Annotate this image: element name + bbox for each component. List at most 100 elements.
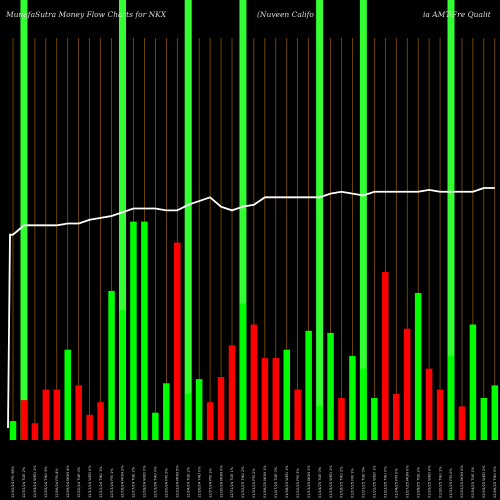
chart-title-left: MunafaSutra Money Flow Charts for NKX	[5, 10, 167, 19]
money-flow-bars	[9, 221, 499, 440]
x-axis-label: 12/04/24 WED 1%	[33, 465, 37, 498]
x-axis-label: 02/04/25 TUE 1%	[471, 466, 475, 498]
money-flow-bar	[239, 303, 247, 440]
money-flow-bar	[9, 421, 17, 440]
x-axis-label: 12/09/24 MON 4%	[66, 465, 70, 498]
highlight-column	[316, 0, 324, 440]
x-axis-label: 01/30/25 THU 1%	[438, 466, 442, 498]
money-flow-bar	[64, 349, 71, 440]
money-flow-bar	[31, 423, 39, 440]
x-axis-label: 12/24/24 TUE 2%	[186, 466, 190, 498]
x-axis-label: 12/31/24 TUE 1%	[230, 466, 234, 498]
x-axis-label: 01/06/25 MON 1%	[263, 465, 267, 498]
highlight-column	[119, 0, 126, 440]
money-flow-bar	[371, 398, 378, 440]
money-flow-bar	[228, 345, 236, 440]
money-flow-bar	[42, 389, 50, 440]
money-flow-bar	[360, 368, 367, 440]
money-flow-bar	[75, 385, 82, 440]
money-flow-bar	[480, 398, 488, 440]
chart-title-middle: (Nuveen Califo	[257, 10, 314, 19]
x-axis-label: 12/26/24 THU 0%	[197, 466, 201, 498]
x-axis-label: 12/27/24 FRI 1%	[208, 468, 212, 498]
x-axis-label: 01/21/25 TUE 0%	[362, 466, 366, 498]
money-flow-bar	[349, 356, 356, 440]
x-axis-label: 01/14/25 TUE 0%	[318, 466, 322, 498]
money-flow-bar	[393, 393, 400, 440]
highlight-column	[447, 0, 455, 440]
highlight-column	[359, 0, 367, 440]
money-flow-bar	[217, 377, 225, 440]
x-axis-label: 01/31/25 FRI 0%	[449, 468, 453, 498]
money-flow-bar	[20, 400, 28, 440]
money-flow-bar	[272, 358, 280, 440]
x-axis-label: 01/24/25 FRI 0%	[394, 468, 398, 498]
x-axis-label: 12/30/24 MON 0%	[219, 465, 223, 498]
x-axis-label: 01/15/25 WED 1%	[329, 465, 333, 498]
x-axis-label: 02/05/25 WED 2%	[482, 465, 486, 498]
money-flow-bar	[174, 242, 181, 440]
x-axis-label: 12/06/24 FRI 4%	[55, 468, 59, 498]
money-flow-bar	[491, 385, 499, 440]
x-axis-label: 01/29/25 WED 0%	[427, 465, 431, 498]
money-flow-bar	[316, 406, 323, 440]
x-axis-label: 01/02/25 THU 2%	[241, 466, 245, 498]
x-axis-label: 01/28/25 TUE 2%	[416, 466, 420, 498]
x-axis-label: 01/23/25 THU 0%	[384, 466, 388, 498]
money-flow-bar	[119, 309, 126, 440]
x-axis-label: 01/07/25 TUE 0%	[274, 466, 278, 498]
money-flow-bar	[414, 293, 422, 440]
x-axis-label: 01/16/25 THU 2%	[340, 466, 344, 498]
money-flow-bar	[403, 328, 411, 440]
money-flow-bar	[86, 414, 93, 440]
highlight-column	[239, 0, 247, 440]
x-axis-label: 12/10/24 TUE 0%	[77, 466, 81, 498]
money-flow-bar	[458, 406, 466, 440]
price-line-group	[7, 187, 495, 429]
money-flow-bar	[108, 290, 115, 440]
x-axis-label: 02/06/25 THU 0%	[493, 466, 497, 498]
money-flow-bar	[195, 379, 203, 440]
money-flow-bar	[469, 324, 477, 440]
money-flow-bar	[436, 389, 444, 440]
x-axis-label: 01/22/25 WED 1%	[373, 465, 377, 498]
money-flow-bar	[184, 393, 192, 440]
x-axis-label: 01/13/25 MON 1%	[307, 465, 311, 498]
x-axis-label: 12/16/24 MON 2%	[121, 465, 125, 498]
money-flow-bar	[447, 356, 455, 440]
price-line	[7, 187, 495, 429]
money-flow-bar	[152, 412, 159, 440]
money-flow-bar	[53, 389, 61, 440]
x-axis-label: 12/03/24 TUE 2%	[22, 466, 26, 498]
money-flow-bar	[163, 383, 170, 440]
money-flow-bar	[97, 402, 104, 440]
x-axis-label: 12/12/24 THU 1%	[99, 466, 103, 498]
x-axis-label: 01/27/25 MON 0%	[405, 465, 409, 498]
x-axis-label: 12/18/24 WED 0%	[143, 465, 147, 498]
money-flow-bar	[305, 330, 312, 440]
x-axis-label: 01/10/25 FRI 3%	[296, 468, 300, 498]
x-axis-label: 01/17/25 FRI 1%	[351, 468, 355, 498]
x-axis-label: 01/08/25 WED 1%	[285, 465, 289, 498]
x-axis-labels: 12/02/24 FRi 98% 12/03/24 TUE 2% 12/04/24 …	[11, 465, 497, 498]
money-flow-bar	[294, 389, 301, 440]
money-flow-bar	[425, 368, 433, 440]
x-axis-label: 12/02/24 FRi 98%	[11, 465, 15, 498]
x-axis-label: 12/11/24 WED 0%	[88, 465, 92, 498]
money-flow-bar	[206, 402, 214, 440]
x-axis-label: 12/05/24 THU 3%	[44, 466, 48, 498]
x-axis-label: 12/13/24 FRI 1%	[110, 468, 114, 498]
money-flow-bar	[130, 221, 137, 440]
highlight-column	[184, 0, 192, 440]
x-axis-label: 02/03/25 MON 2%	[460, 465, 464, 498]
x-axis-label: 12/23/24 MON 5%	[175, 465, 179, 498]
money-flow-bar	[283, 349, 290, 440]
x-axis-label: 12/19/24 THU 0%	[154, 466, 158, 498]
money-flow-bar	[250, 324, 258, 440]
x-axis-label: 12/17/24 TUE 2%	[132, 466, 136, 498]
highlight-column	[20, 0, 28, 440]
money-flow-bar	[382, 272, 389, 440]
money-flow-bar	[141, 221, 148, 440]
